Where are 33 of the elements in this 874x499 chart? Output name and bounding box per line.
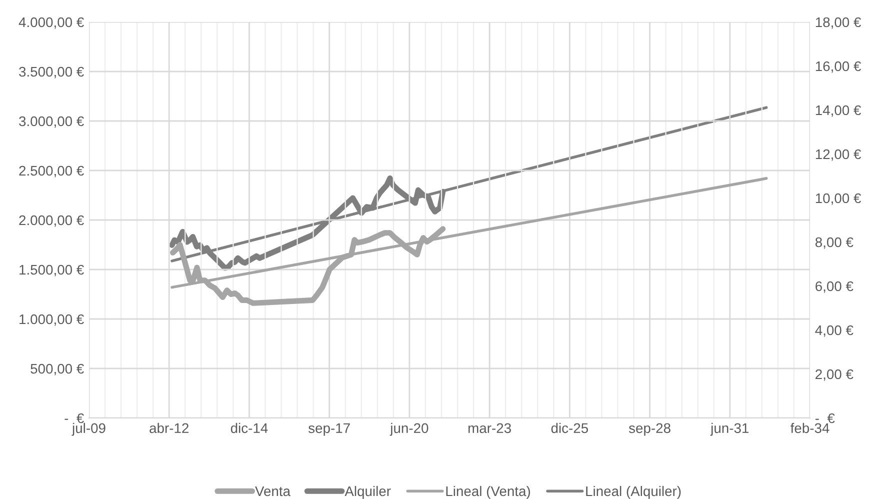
y2-tick-label: - €: [815, 413, 835, 424]
y-tick-label: - €: [64, 413, 84, 424]
x-tick-label: mar-23: [468, 423, 511, 434]
y2-tick-label: 4,00 €: [815, 325, 854, 337]
y-tick-label: 2.500,00 €: [19, 166, 84, 178]
x-tick-label: jun-20: [390, 422, 428, 436]
legend-label: Venta: [255, 486, 291, 496]
y2-tick-label: 18,00 €: [816, 17, 862, 29]
x-tick-label: sep-28: [628, 423, 670, 436]
y-tick-label: 4.000,00 €: [18, 17, 84, 29]
y-tick-label: 500,00 €: [30, 364, 84, 376]
y2-tick-label: 16,00 €: [816, 61, 862, 73]
y2-tick-label: 6,00 €: [816, 281, 854, 293]
x-tick-label: dic-25: [551, 422, 588, 434]
y2-tick-label: 2,00 €: [816, 369, 854, 381]
x-tick-label: abr-12: [150, 422, 188, 434]
x-tick-label: dic-14: [230, 422, 268, 434]
x-tick-label: jun-31: [710, 422, 749, 436]
legend-label: Alquiler: [344, 486, 391, 499]
legend-label: Lineal (Venta): [446, 486, 530, 499]
y-tick-label: 1.000,00 €: [20, 314, 84, 326]
x-tick-label: jul-09: [72, 422, 106, 436]
y2-tick-label: 8,00 €: [815, 237, 854, 249]
x-tick-label: sep-17: [308, 423, 350, 436]
y2-tick-label: 10,00 €: [816, 193, 862, 205]
x-tick-label: feb-34: [790, 422, 830, 434]
y2-tick-label: 12,00 €: [816, 149, 862, 161]
y2-tick-label: 14,00 €: [816, 105, 862, 117]
y-tick-label: 2.000,00 €: [19, 215, 84, 227]
y-tick-label: 1.500,00 €: [20, 264, 84, 276]
y-tick-label: 3.500,00 €: [19, 66, 84, 78]
y-tick-label: 3.000,00 €: [19, 116, 84, 128]
legend-label: Lineal (Alquiler): [586, 486, 681, 499]
